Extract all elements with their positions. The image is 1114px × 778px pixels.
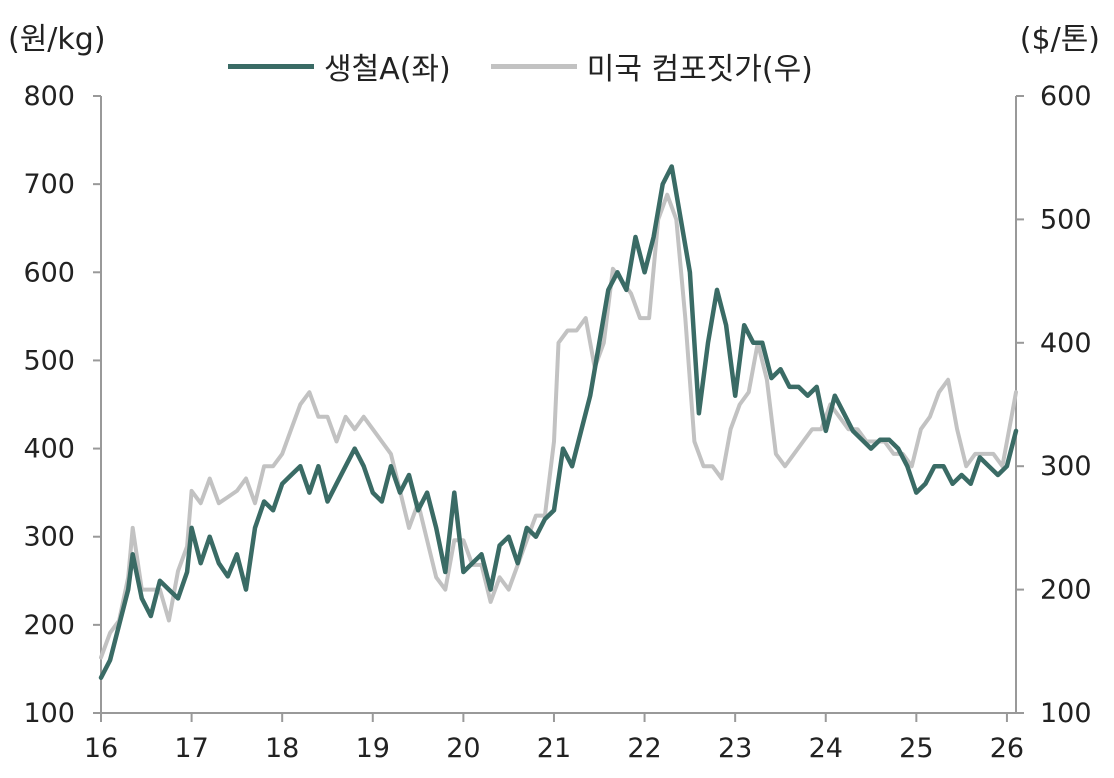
left-tick-label: 400 (23, 434, 75, 465)
left-axis-unit: (원/kg) (8, 22, 106, 57)
legend-label-pig-iron: 생철A(좌) (324, 52, 451, 87)
right-tick-label: 300 (1040, 451, 1092, 482)
legend-item-scrap: 미국 컴포짓가(우) (490, 44, 813, 88)
x-tick-label: 21 (537, 733, 571, 764)
left-tick-label: 800 (23, 81, 75, 112)
legend-swatch-scrap (490, 63, 577, 69)
legend-item-pig-iron: 생철A(좌) (228, 44, 451, 88)
x-tick-label: 16 (84, 733, 118, 764)
right-tick-label: 200 (1040, 575, 1092, 606)
left-tick-label: 300 (23, 522, 75, 553)
x-tick-label: 20 (446, 733, 480, 764)
x-tick-label: 19 (356, 733, 390, 764)
x-tick-label: 23 (718, 733, 752, 764)
right-axis-unit: ($/톤) (1019, 22, 1100, 57)
left-tick-label: 200 (23, 610, 75, 641)
left-tick-label: 100 (23, 698, 75, 729)
left-tick-label: 700 (23, 169, 75, 200)
right-tick-label: 400 (1040, 328, 1092, 359)
x-tick-label: 18 (265, 733, 299, 764)
x-tick-label: 26 (990, 733, 1024, 764)
legend-swatch-pig-iron (228, 63, 314, 69)
right-tick-label: 500 (1040, 204, 1092, 235)
series-line-scrap (99, 192, 1018, 660)
right-tick-label: 600 (1040, 81, 1092, 112)
x-tick-label: 17 (174, 733, 208, 764)
x-tick-label: 25 (899, 733, 933, 764)
left-tick-label: 500 (23, 345, 75, 376)
legend-label-scrap: 미국 컴포짓가(우) (586, 52, 813, 87)
left-tick-label: 600 (23, 257, 75, 288)
legend: 생철A(좌) 미국 컴포짓가(우) (228, 44, 853, 88)
x-tick-label: 22 (627, 733, 661, 764)
series-line-pig-iron (98, 164, 1019, 680)
x-tick-label: 24 (809, 733, 843, 764)
right-tick-label: 100 (1040, 698, 1092, 729)
